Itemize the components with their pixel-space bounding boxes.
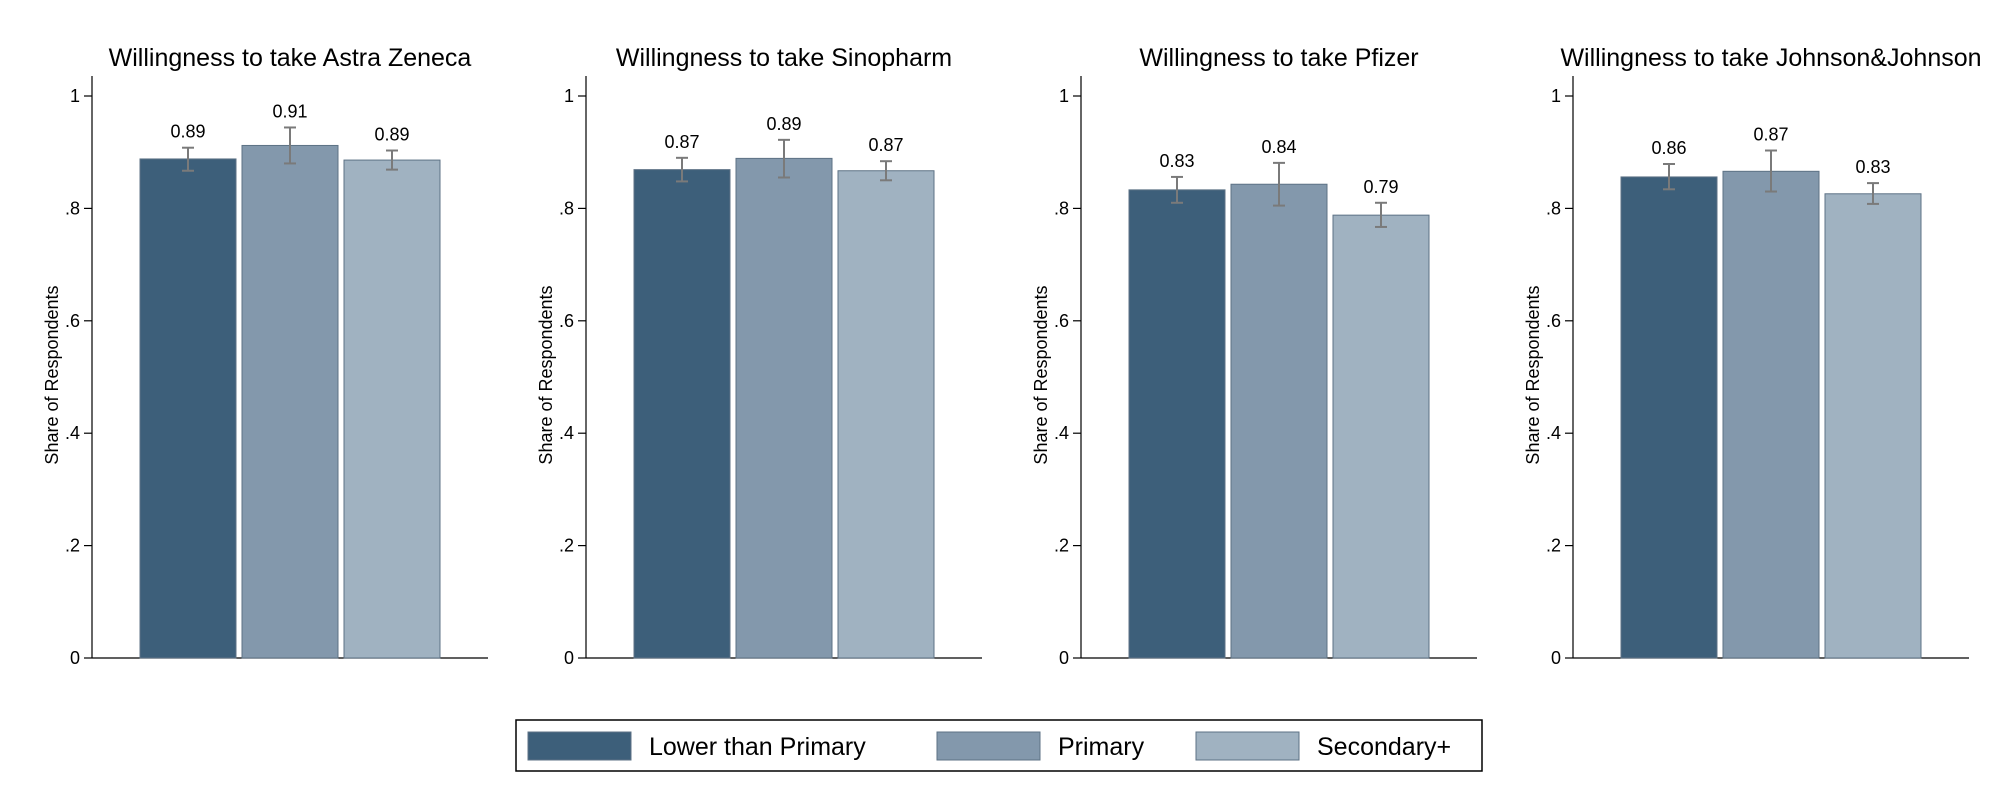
y-tick-label: .2 [1054,536,1069,556]
legend-label: Lower than Primary [649,733,866,761]
y-tick-label: .6 [1546,311,1561,331]
data-label: 0.89 [766,114,801,134]
bar-2 [1230,183,1328,659]
chart-title: Willingness to take Johnson&Johnson [1560,44,1981,72]
bar-3 [837,170,935,659]
bar-1 [139,158,237,659]
legend-swatch [527,731,632,761]
data-label: 0.84 [1261,137,1296,157]
data-label: 0.87 [664,132,699,152]
y-tick-label: 1 [70,86,80,106]
chart-panel-2: Willingness to take Sinopharm 0 .2 .4 .6 .8 1 S… [536,44,982,668]
data-label: 0.79 [1363,177,1398,197]
legend-label: Primary [1058,733,1145,761]
y-tick-label: .2 [1546,536,1561,556]
bar-1 [633,169,731,659]
legend: Lower than Primary Primary Secondary+ [515,719,1483,772]
bar-3 [343,159,441,659]
data-label: 0.89 [170,122,205,142]
y-tick-label: .2 [559,536,574,556]
bar-2 [735,157,833,659]
y-tick-label: .6 [1054,311,1069,331]
bar-3 [1824,193,1922,659]
y-axis-title: Share of Respondents [1523,285,1543,464]
chart-title: Willingness to take Sinopharm [616,44,952,72]
data-label: 0.87 [1753,125,1788,145]
y-tick-label: .4 [65,423,80,443]
y-axis-title: Share of Respondents [536,285,556,464]
y-axis-title: Share of Respondents [1031,285,1051,464]
bar-2 [241,144,339,659]
y-tick-label: .2 [65,536,80,556]
y-tick-label: .8 [1546,198,1561,218]
data-label: 0.87 [868,135,903,155]
y-tick-label: .8 [1054,198,1069,218]
y-tick-label: .8 [65,198,80,218]
legend-swatch [1195,731,1300,761]
y-tick-label: 0 [1551,648,1561,668]
y-axis-title: Share of Respondents [42,285,62,464]
bar-2 [1722,170,1820,659]
y-tick-label: .6 [65,311,80,331]
chart-title: Willingness to take Pfizer [1139,44,1418,72]
data-label: 0.91 [272,101,307,121]
y-tick-label: .4 [1546,423,1561,443]
y-tick-label: 1 [1551,86,1561,106]
y-tick-label: 1 [1059,86,1069,106]
chart-panel-3: Willingness to take Pfizer 0 .2 .4 .6 .8 1 Shar… [1031,44,1477,668]
chart-panel-4: Willingness to take Johnson&Johnson 0 .2 .4… [1523,44,1982,668]
data-label: 0.83 [1159,151,1194,171]
y-tick-label: .8 [559,198,574,218]
y-tick-label: .4 [559,423,574,443]
bar-3 [1332,214,1430,659]
data-label: 0.86 [1651,138,1686,158]
y-tick-label: 0 [70,648,80,668]
y-tick-label: .4 [1054,423,1069,443]
legend-label: Secondary+ [1317,733,1451,761]
data-label: 0.83 [1855,157,1890,177]
bar-1 [1620,176,1718,659]
y-tick-label: 0 [1059,648,1069,668]
data-label: 0.89 [374,125,409,145]
y-tick-label: 0 [564,648,574,668]
y-tick-label: .6 [559,311,574,331]
legend-swatch [936,731,1041,761]
chart-panel-1: Willingness to take Astra Zeneca 0 .2 .4 .6.… [42,44,488,668]
bar-1 [1128,189,1226,659]
y-tick-label: 1 [564,86,574,106]
chart-title: Willingness to take Astra Zeneca [109,44,472,72]
